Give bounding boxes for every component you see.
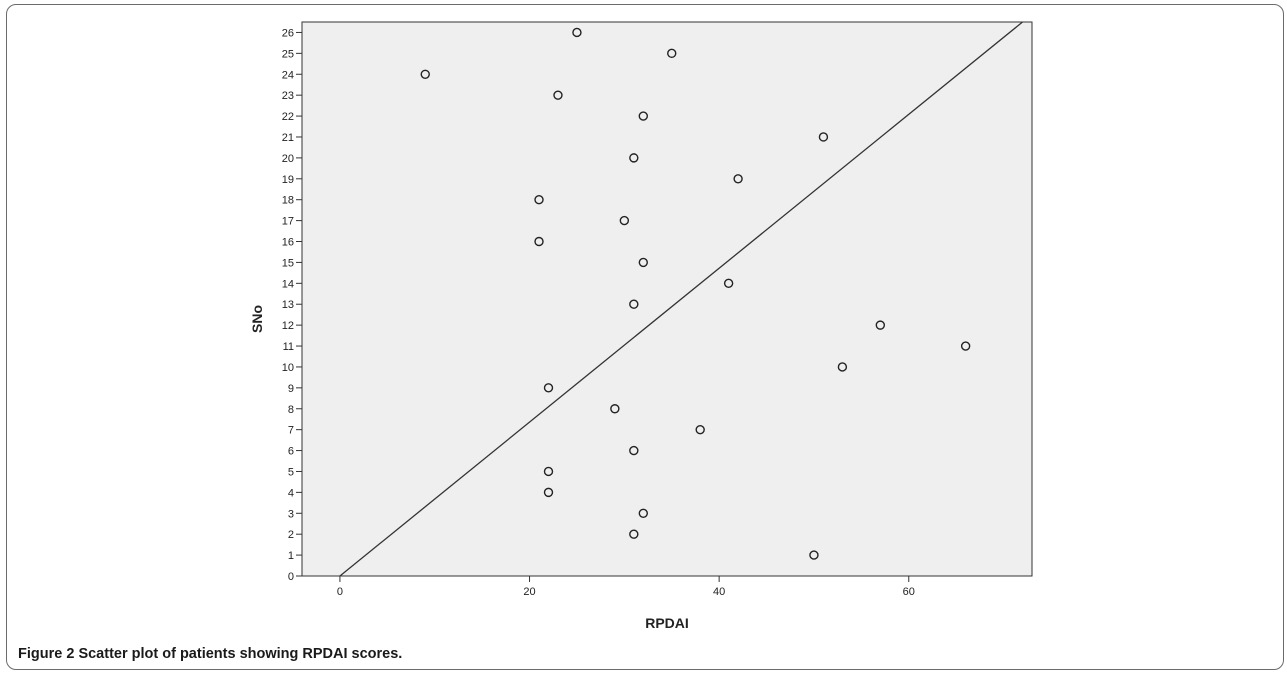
- data-point: [733, 174, 743, 184]
- y-tick-label: 25: [282, 48, 294, 60]
- y-tick-label: 15: [282, 257, 294, 269]
- y-tick-label: 6: [288, 446, 294, 458]
- y-tick-label: 8: [288, 404, 294, 416]
- y-tick-label: 13: [282, 299, 294, 311]
- data-point: [619, 215, 630, 226]
- data-point: [543, 466, 554, 477]
- data-point: [695, 424, 705, 435]
- y-tick-label: 7: [288, 425, 294, 437]
- data-point: [638, 508, 648, 518]
- x-tick-label: 20: [523, 586, 535, 598]
- y-tick-label: 24: [282, 69, 294, 81]
- y-tick-label: 12: [282, 320, 294, 332]
- data-point: [638, 257, 648, 268]
- data-point: [420, 69, 430, 79]
- y-tick-label: 4: [288, 487, 294, 499]
- data-point: [667, 48, 677, 59]
- data-point: [610, 404, 620, 414]
- data-point: [875, 320, 886, 330]
- data-point: [629, 445, 639, 456]
- y-tick-label: 18: [282, 195, 294, 207]
- y-tick-label: 22: [282, 111, 294, 123]
- y-tick-label: 14: [282, 278, 294, 290]
- data-point: [960, 341, 971, 351]
- y-tick-label: 20: [282, 153, 294, 165]
- data-point: [723, 278, 734, 289]
- y-tick-label: 5: [288, 466, 294, 478]
- data-point: [629, 299, 639, 309]
- data-point: [572, 27, 582, 38]
- plot-area: [301, 21, 1033, 577]
- data-point: [629, 153, 639, 163]
- y-axis-label: SNo: [249, 305, 265, 333]
- data-point: [534, 194, 544, 205]
- data-point: [837, 362, 848, 372]
- data-point: [543, 383, 554, 393]
- y-tick-label: 21: [282, 132, 294, 144]
- y-tick-label: 17: [282, 216, 294, 228]
- reference-line: [339, 21, 1023, 577]
- data-point: [543, 487, 554, 498]
- y-tick-label: 3: [288, 508, 294, 520]
- data-point: [818, 132, 829, 142]
- data-point: [809, 550, 819, 560]
- x-axis-label: RPDAI: [645, 615, 689, 631]
- figure-label: Figure 2: [18, 646, 75, 662]
- y-tick-label: 10: [282, 362, 294, 374]
- y-tick-label: 0: [288, 571, 294, 583]
- y-tick-label: 9: [288, 383, 294, 395]
- data-point: [638, 111, 648, 121]
- data-point: [534, 236, 544, 247]
- x-tick-label: 60: [903, 586, 915, 598]
- x-tick-label: 40: [713, 586, 725, 598]
- y-tick-label: 19: [282, 174, 294, 186]
- data-point: [629, 529, 639, 539]
- y-tick-label: 2: [288, 529, 294, 541]
- y-tick-label: 11: [283, 341, 294, 353]
- figure-caption: Figure 2 Scatter plot of patients showin…: [18, 646, 402, 662]
- data-point: [553, 90, 563, 100]
- y-tick-label: 1: [288, 550, 294, 562]
- x-tick-label: 0: [337, 586, 343, 598]
- y-tick-label: 23: [282, 90, 294, 102]
- figure-caption-text: Scatter plot of patients showing RPDAI s…: [78, 646, 403, 662]
- y-tick-label: 26: [282, 27, 294, 39]
- y-tick-label: 16: [282, 237, 294, 249]
